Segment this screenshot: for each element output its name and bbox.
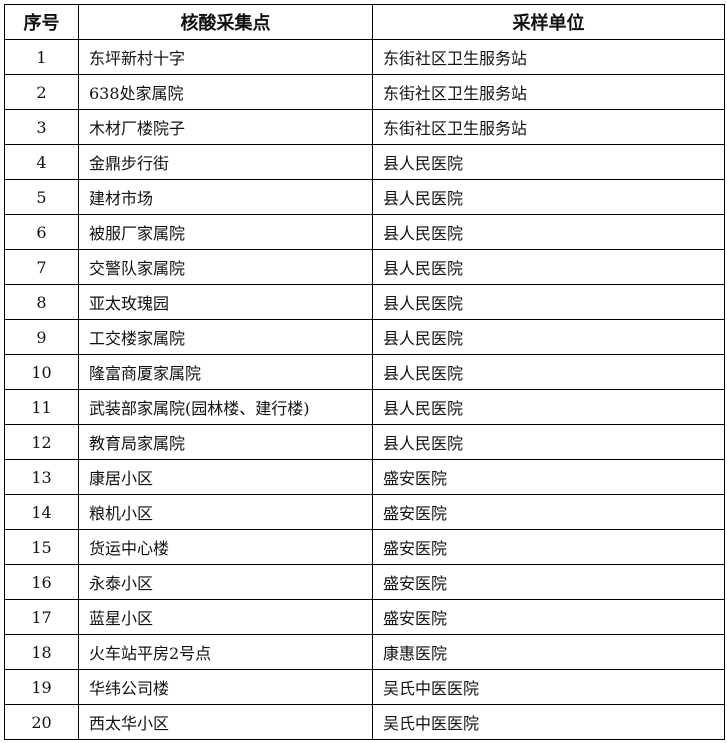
index-cell: 12 — [4, 424, 79, 460]
table-row: 5 建材市场 县人民医院 — [4, 179, 725, 215]
table-row: 6 被服厂家属院 县人民医院 — [4, 214, 725, 250]
index-cell: 17 — [4, 599, 79, 635]
unit-cell: 盛安医院 — [372, 564, 725, 600]
index-cell: 10 — [4, 354, 79, 390]
site-cell: 火车站平房2号点 — [78, 634, 373, 670]
index-cell: 8 — [4, 284, 79, 320]
table-row: 1 东坪新村十字 东街社区卫生服务站 — [4, 39, 725, 75]
table-row: 8 亚太玫瑰园 县人民医院 — [4, 284, 725, 320]
site-cell: 康居小区 — [78, 459, 373, 495]
unit-cell: 东街社区卫生服务站 — [372, 109, 725, 145]
header-cell: 序号 — [4, 4, 79, 40]
table-row: 11 武装部家属院(园林楼、建行楼) 县人民医院 — [4, 389, 725, 425]
header-cell: 核酸采集点 — [78, 4, 373, 40]
index-cell: 3 — [4, 109, 79, 145]
index-cell: 2 — [4, 74, 79, 110]
site-cell: 被服厂家属院 — [78, 214, 373, 250]
site-cell: 教育局家属院 — [78, 424, 373, 460]
unit-cell: 盛安医院 — [372, 459, 725, 495]
table-body: 1 东坪新村十字 东街社区卫生服务站 2 638处家属院 东街社区卫生服务站 3 木材厂楼院子… — [4, 39, 725, 740]
table-row: 18 火车站平房2号点 康惠医院 — [4, 634, 725, 670]
table-row: 16 永泰小区 盛安医院 — [4, 564, 725, 600]
site-cell: 永泰小区 — [78, 564, 373, 600]
index-cell: 11 — [4, 389, 79, 425]
site-cell: 武装部家属院(园林楼、建行楼) — [78, 389, 373, 425]
unit-cell: 吴氏中医医院 — [372, 669, 725, 705]
table-row: 20 西太华小区 吴氏中医医院 — [4, 704, 725, 740]
site-cell: 粮机小区 — [78, 494, 373, 530]
unit-cell: 盛安医院 — [372, 529, 725, 565]
table-row: 15 货运中心楼 盛安医院 — [4, 529, 725, 565]
index-cell: 7 — [4, 249, 79, 285]
site-cell: 金鼎步行街 — [78, 144, 373, 180]
table-row: 4 金鼎步行街 县人民医院 — [4, 144, 725, 180]
table-row: 10 隆富商厦家属院 县人民医院 — [4, 354, 725, 390]
site-cell: 木材厂楼院子 — [78, 109, 373, 145]
table-row: 2 638处家属院 东街社区卫生服务站 — [4, 74, 725, 110]
table-row: 13 康居小区 盛安医院 — [4, 459, 725, 495]
unit-cell: 县人民医院 — [372, 389, 725, 425]
unit-cell: 县人民医院 — [372, 319, 725, 355]
site-cell: 638处家属院 — [78, 74, 373, 110]
unit-cell: 县人民医院 — [372, 354, 725, 390]
site-cell: 隆富商厦家属院 — [78, 354, 373, 390]
table-row: 12 教育局家属院 县人民医院 — [4, 424, 725, 460]
unit-cell: 县人民医院 — [372, 249, 725, 285]
site-cell: 货运中心楼 — [78, 529, 373, 565]
site-cell: 工交楼家属院 — [78, 319, 373, 355]
table-row: 17 蓝星小区 盛安医院 — [4, 599, 725, 635]
index-cell: 14 — [4, 494, 79, 530]
index-cell: 20 — [4, 704, 79, 740]
table-row: 19 华纬公司楼 吴氏中医医院 — [4, 669, 725, 705]
site-cell: 亚太玫瑰园 — [78, 284, 373, 320]
site-cell: 东坪新村十字 — [78, 39, 373, 75]
unit-cell: 县人民医院 — [372, 179, 725, 215]
table-row: 14 粮机小区 盛安医院 — [4, 494, 725, 530]
unit-cell: 县人民医院 — [372, 284, 725, 320]
site-cell: 交警队家属院 — [78, 249, 373, 285]
unit-cell: 县人民医院 — [372, 424, 725, 460]
header-cell: 采样单位 — [372, 4, 725, 40]
index-cell: 16 — [4, 564, 79, 600]
site-cell: 西太华小区 — [78, 704, 373, 740]
table-row: 9 工交楼家属院 县人民医院 — [4, 319, 725, 355]
unit-cell: 康惠医院 — [372, 634, 725, 670]
sampling-table: 序号 核酸采集点 采样单位 1 东坪新村十字 东街社区卫生服务站 2 638处家属院 东街社区… — [4, 4, 725, 740]
unit-cell: 盛安医院 — [372, 599, 725, 635]
index-cell: 18 — [4, 634, 79, 670]
site-cell: 建材市场 — [78, 179, 373, 215]
table-wrap: 序号 核酸采集点 采样单位 1 东坪新村十字 东街社区卫生服务站 2 638处家属院 东街社区… — [4, 4, 725, 740]
index-cell: 5 — [4, 179, 79, 215]
unit-cell: 吴氏中医医院 — [372, 704, 725, 740]
index-cell: 15 — [4, 529, 79, 565]
site-cell: 华纬公司楼 — [78, 669, 373, 705]
table-row: 3 木材厂楼院子 东街社区卫生服务站 — [4, 109, 725, 145]
unit-cell: 东街社区卫生服务站 — [372, 39, 725, 75]
index-cell: 19 — [4, 669, 79, 705]
index-cell: 1 — [4, 39, 79, 75]
unit-cell: 盛安医院 — [372, 494, 725, 530]
unit-cell: 东街社区卫生服务站 — [372, 74, 725, 110]
index-cell: 9 — [4, 319, 79, 355]
index-cell: 4 — [4, 144, 79, 180]
index-cell: 6 — [4, 214, 79, 250]
header-row: 序号 核酸采集点 采样单位 — [4, 4, 725, 40]
unit-cell: 县人民医院 — [372, 144, 725, 180]
unit-cell: 县人民医院 — [372, 214, 725, 250]
site-cell: 蓝星小区 — [78, 599, 373, 635]
table-row: 7 交警队家属院 县人民医院 — [4, 249, 725, 285]
index-cell: 13 — [4, 459, 79, 495]
